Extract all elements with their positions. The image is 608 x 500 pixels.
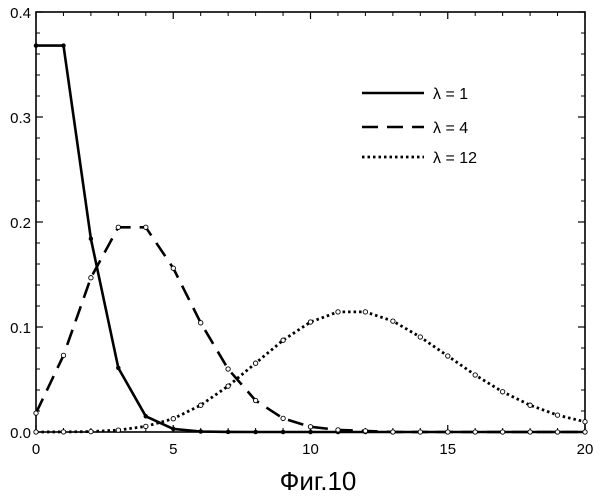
- data-point: [226, 384, 230, 388]
- data-point: [144, 424, 148, 428]
- data-point: [363, 310, 367, 314]
- data-point: [62, 44, 66, 48]
- series-2: [34, 225, 587, 434]
- y-tick-label: 0.0: [10, 425, 31, 442]
- data-point: [446, 354, 450, 358]
- data-point: [117, 366, 121, 370]
- y-tick-label: 0.4: [10, 5, 31, 22]
- data-point: [61, 353, 65, 357]
- data-point: [473, 373, 477, 377]
- data-point: [446, 430, 450, 434]
- series-line: [36, 46, 585, 432]
- data-point: [308, 425, 312, 429]
- x-tick-label: 10: [302, 441, 319, 458]
- data-point: [336, 428, 340, 432]
- data-point: [500, 430, 504, 434]
- data-point: [583, 420, 587, 424]
- data-point: [89, 237, 93, 241]
- data-point: [418, 430, 422, 434]
- data-point: [89, 276, 93, 280]
- legend: λ = 1 λ = 4 λ = 12: [362, 86, 477, 167]
- data-point: [528, 430, 532, 434]
- legend-label: λ = 1: [433, 86, 468, 103]
- series-1: [34, 44, 587, 434]
- data-point: [473, 430, 477, 434]
- data-point: [336, 310, 340, 314]
- x-tick-label: 0: [32, 441, 40, 458]
- data-point: [281, 416, 285, 420]
- data-point: [500, 390, 504, 394]
- data-point: [116, 225, 120, 229]
- data-point: [391, 319, 395, 323]
- legend-label: λ = 12: [433, 150, 477, 167]
- data-point: [583, 430, 587, 434]
- figure-caption: Фиг.10: [280, 466, 357, 496]
- data-point: [34, 44, 38, 48]
- y-axis: 0.0 0.1 0.2 0.3 0.4: [10, 5, 585, 442]
- data-point: [144, 225, 148, 229]
- y-tick-label: 0.2: [10, 215, 31, 232]
- data-point: [253, 398, 257, 402]
- data-point: [199, 403, 203, 407]
- data-point: [555, 413, 559, 417]
- series-layer: [34, 44, 587, 434]
- data-point: [281, 338, 285, 342]
- data-point: [391, 430, 395, 434]
- x-tick-label: 20: [577, 441, 594, 458]
- y-tick-label: 0.3: [10, 110, 31, 127]
- data-point: [308, 320, 312, 324]
- data-point: [34, 411, 38, 415]
- data-point: [418, 335, 422, 339]
- data-point: [199, 321, 203, 325]
- data-point: [253, 361, 257, 365]
- data-point: [226, 367, 230, 371]
- x-axis: 0 5 10 15 20: [32, 12, 594, 458]
- y-tick-label: 0.1: [10, 320, 31, 337]
- data-point: [116, 428, 120, 432]
- data-point: [555, 430, 559, 434]
- data-point: [171, 266, 175, 270]
- data-point: [254, 430, 258, 434]
- data-point: [61, 430, 65, 434]
- data-point: [172, 427, 176, 431]
- data-point: [363, 429, 367, 433]
- data-point: [199, 430, 203, 434]
- data-point: [281, 430, 285, 434]
- data-point: [34, 430, 38, 434]
- series-line: [36, 312, 585, 432]
- x-tick-label: 5: [169, 441, 177, 458]
- data-point: [144, 415, 148, 419]
- data-point: [309, 430, 313, 434]
- x-tick-label: 15: [439, 441, 456, 458]
- series-line: [36, 227, 585, 432]
- data-point: [226, 430, 230, 434]
- series-3: [34, 310, 587, 435]
- legend-label: λ = 4: [433, 120, 468, 137]
- data-point: [89, 429, 93, 433]
- data-point: [528, 403, 532, 407]
- data-point: [171, 417, 175, 421]
